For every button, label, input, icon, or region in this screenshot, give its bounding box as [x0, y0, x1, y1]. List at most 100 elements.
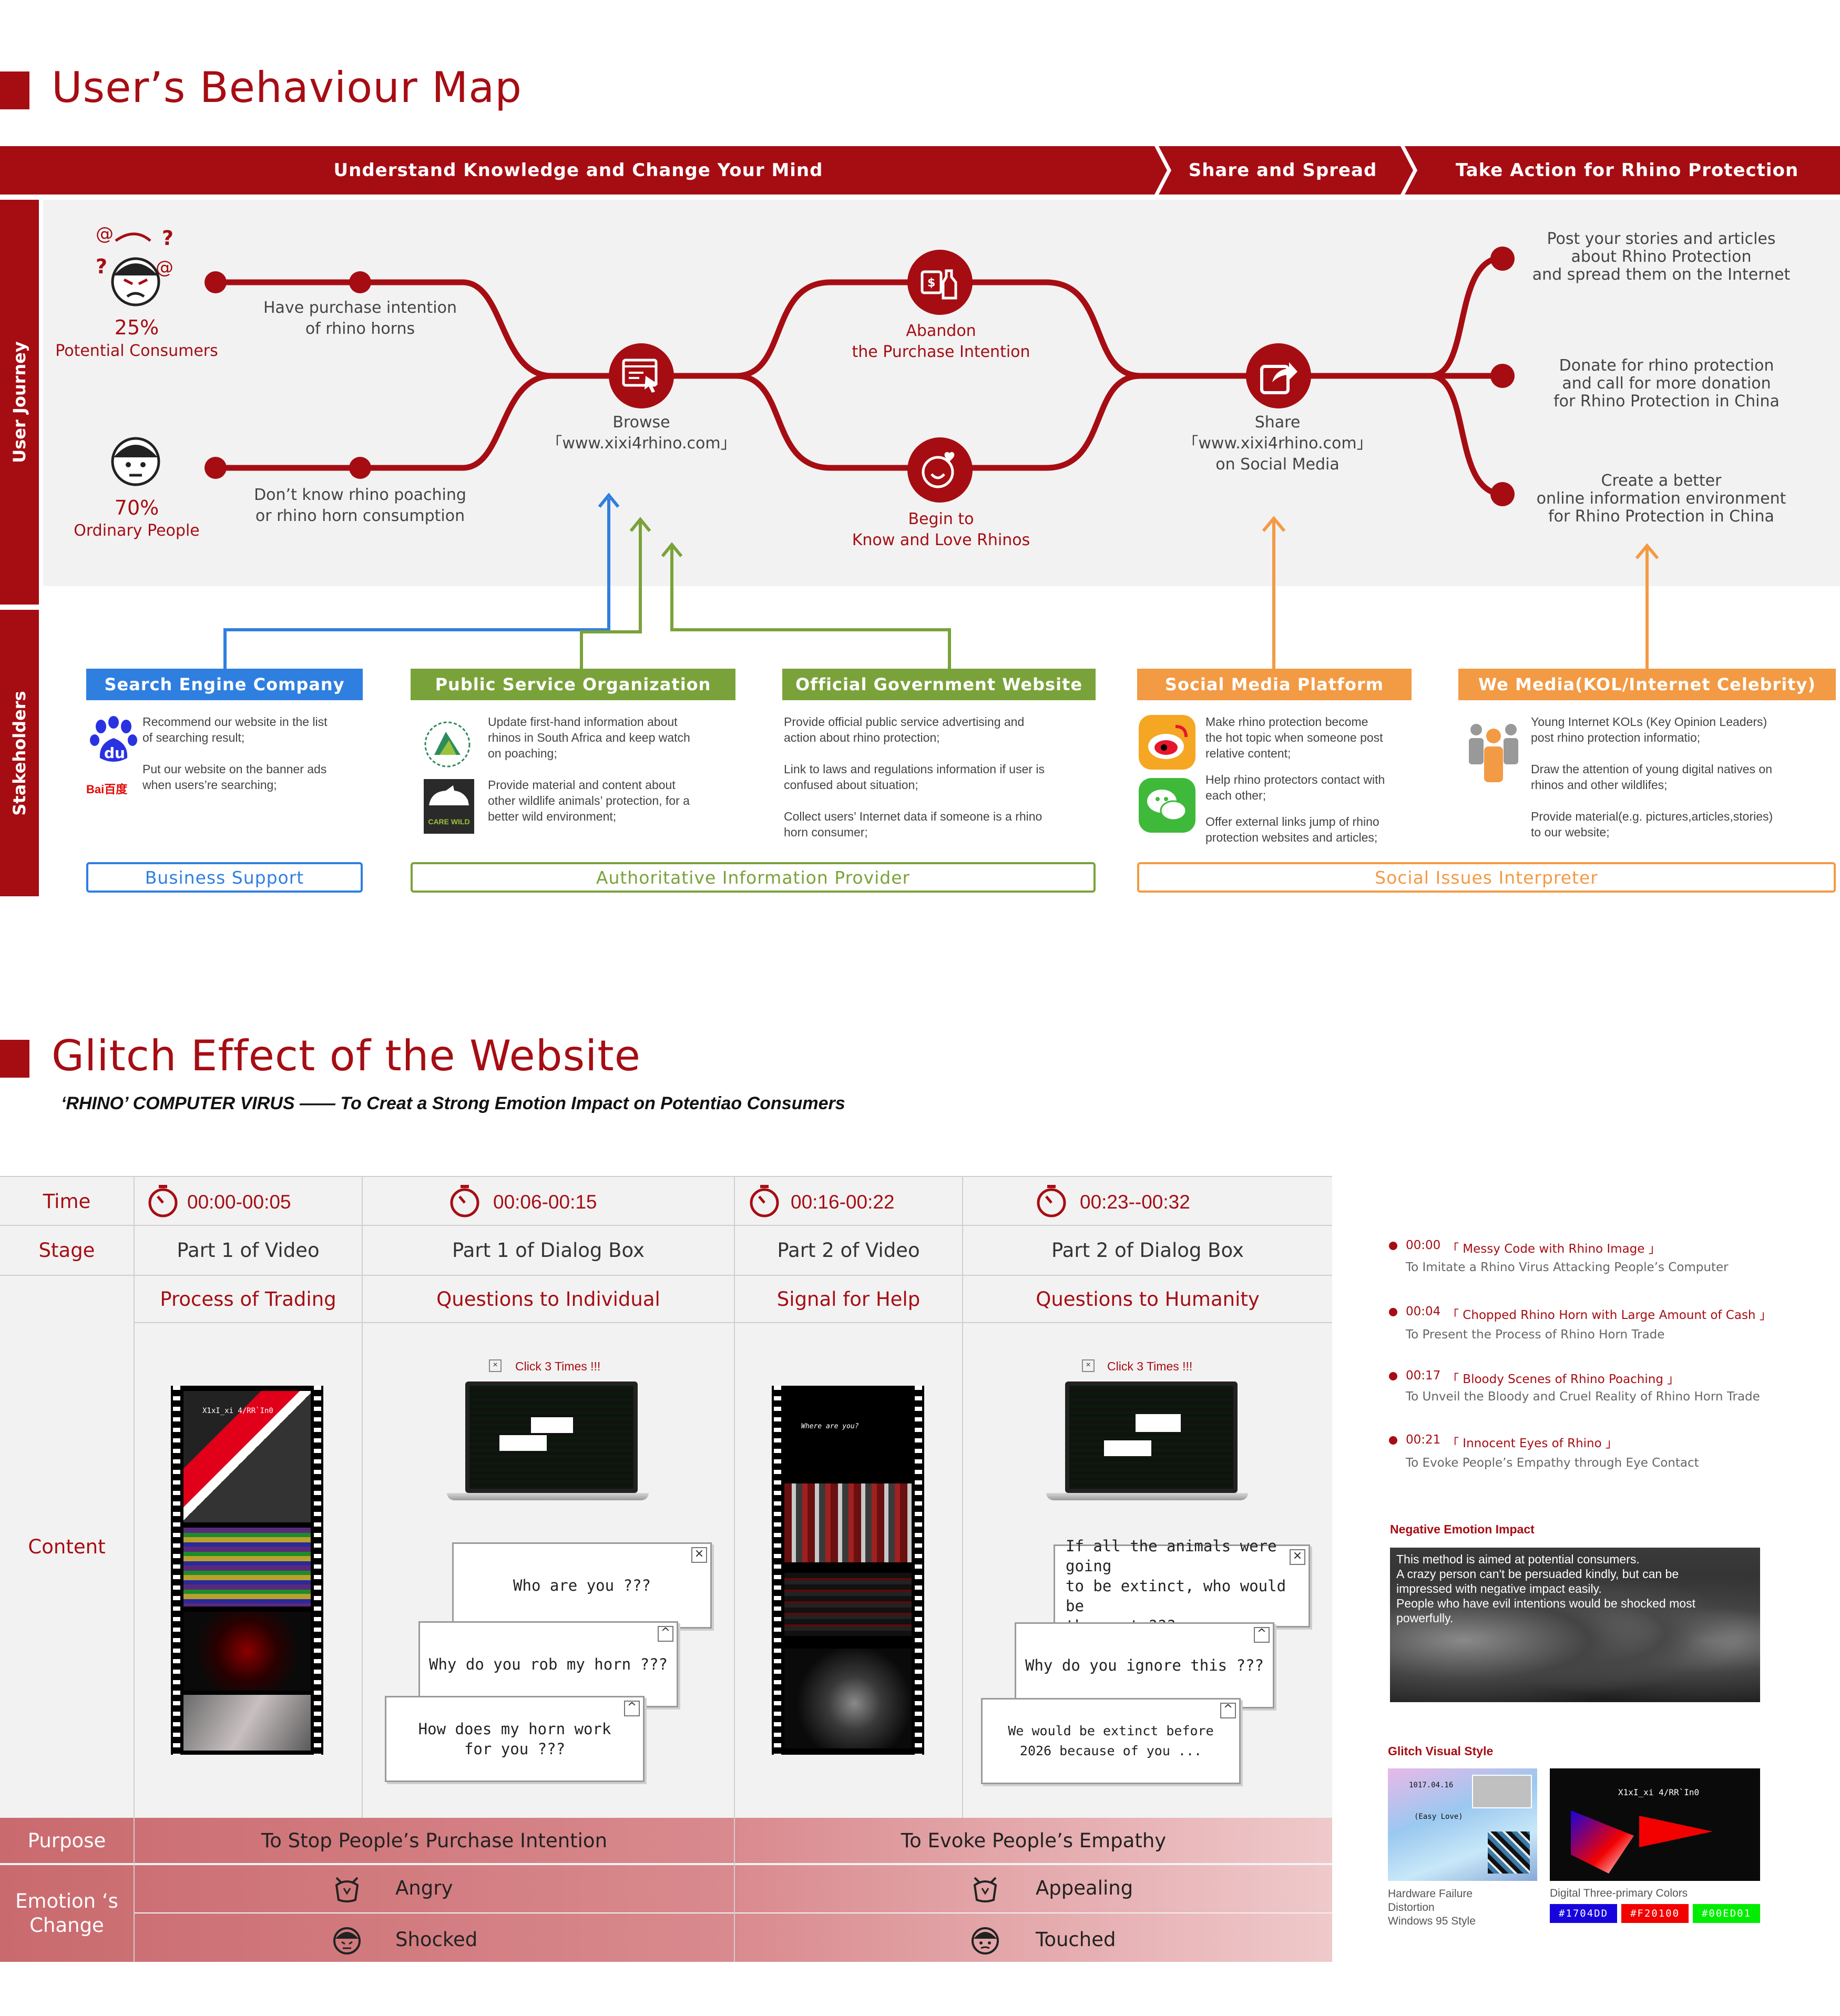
chevron-up-icon[interactable]: ^: [1254, 1627, 1270, 1643]
role-social-interpreter: Social Issues Interpreter: [1137, 862, 1836, 893]
close-icon[interactable]: ×: [691, 1547, 707, 1563]
peace-parks-logo-icon: [424, 721, 471, 767]
timeline-title: 「 Innocent Eyes of Rhino 」: [1447, 1437, 1618, 1450]
share-icon: [1260, 362, 1297, 394]
timeline-bullet: [1389, 1308, 1397, 1316]
timer-icon: [450, 1185, 479, 1217]
row-label-time: Time: [43, 1190, 91, 1213]
laptop-base: [447, 1493, 649, 1500]
kol-people-icon: [1469, 724, 1518, 782]
begin-label: Begin to Know and Love Rhinos: [852, 510, 1030, 549]
svg-text:$: $: [927, 277, 935, 290]
stakeholder-text: Update first-hand information about rhin…: [488, 715, 690, 760]
path-dot: [205, 271, 227, 293]
close-icon[interactable]: ×: [1290, 1549, 1305, 1565]
chevron-up-icon[interactable]: ^: [1220, 1703, 1236, 1718]
group-label: Ordinary People: [74, 521, 200, 540]
mini-dialog: [1104, 1440, 1151, 1456]
swatch-red: #F20100: [1621, 1904, 1689, 1923]
timeline-title: 「 Bloody Scenes of Rhino Poaching 」: [1447, 1373, 1680, 1386]
role-business-support: Business Support: [86, 862, 363, 893]
chevron-up-icon[interactable]: ^: [624, 1701, 640, 1716]
dialog-who-are-you: Who are you ??? ×: [452, 1542, 712, 1629]
stage-cell: Part 2 of Video: [777, 1239, 920, 1262]
laptop-base: [1046, 1493, 1248, 1500]
timer-icon: [1037, 1185, 1066, 1217]
side-label-journey: User Journey: [0, 200, 39, 605]
mini-dialog: [499, 1435, 547, 1451]
win95-date: 1017.04.16: [1409, 1781, 1454, 1789]
wechat-icon: [1139, 778, 1195, 833]
row-label-stage: Stage: [38, 1239, 95, 1262]
film-holes: [314, 1386, 321, 1755]
phase-understand: Understand Knowledge and Change Your Min…: [333, 160, 823, 181]
step-dont-know: Don’t know rhino poaching or rhino horn …: [254, 486, 466, 525]
stakeholder-we-media: We Media(KOL/Internet Celebrity): [1458, 669, 1836, 700]
browser-click-icon: [622, 359, 658, 393]
touched-face-icon: [972, 1927, 999, 1954]
grid-line: [0, 1275, 1332, 1276]
laptop-screen: [1065, 1381, 1238, 1493]
purpose-cell: To Stop People’s Purchase Intention: [261, 1829, 608, 1852]
content-cell: Questions to Humanity: [1036, 1287, 1260, 1311]
step-purchase-intention: Have purchase intention of rhino horns: [263, 299, 457, 338]
path-dot: [349, 271, 371, 293]
love-face-icon: [922, 452, 955, 488]
timeline-sub: To Present the Process of Rhino Horn Tra…: [1406, 1328, 1665, 1342]
browse-node: [609, 343, 674, 408]
action-dot: [1490, 364, 1515, 388]
chevron-up-icon[interactable]: ^: [658, 1626, 673, 1642]
shocked-face-icon: [333, 1927, 361, 1954]
swatch-blue: #1704DD: [1550, 1904, 1617, 1923]
stakeholder-text: Link to laws and regulations information…: [784, 762, 1045, 792]
stakeholder-text: Provide material and content about other…: [488, 778, 690, 823]
dialog-extinct: We would be extinct before 2026 because …: [981, 1698, 1241, 1784]
svg-text:@: @: [96, 225, 114, 244]
share-node: [1246, 343, 1311, 408]
action-dot: [1490, 247, 1515, 271]
stakeholder-text: Provide material(e.g. pictures,articles,…: [1531, 810, 1773, 839]
mini-dialog: [1136, 1414, 1181, 1432]
poaching-collage-frame: [784, 1483, 912, 1562]
stakeholder-text: Young Internet KOLs (Key Opinion Leaders…: [1531, 715, 1767, 744]
content-cell: Process of Trading: [160, 1287, 336, 1311]
dialog-text: Why do you rob my horn ???: [429, 1655, 668, 1673]
rgb-shape: [1571, 1810, 1634, 1874]
time-cell: 00:23--00:32: [1080, 1191, 1190, 1213]
timeline-bullet: [1389, 1372, 1397, 1380]
stakeholder-text: Help rhino protectors contact with each …: [1205, 773, 1385, 802]
timeline-bullet: [1389, 1436, 1397, 1445]
glitch-frame: [183, 1391, 311, 1522]
section-marker: [0, 1040, 29, 1078]
dialog-text: How does my horn work for you ???: [418, 1720, 611, 1758]
film-holes: [173, 1386, 180, 1755]
group-percent: 25%: [114, 316, 159, 339]
phase-bar: [0, 146, 1840, 195]
phase-share: Share and Spread: [1188, 160, 1377, 181]
content-cell: Questions to Individual: [436, 1287, 660, 1311]
glitch-subtitle: ‘RHINO’ COMPUTER VIRUS —— To Creat a Str…: [61, 1093, 845, 1113]
win95-window: [1488, 1831, 1530, 1874]
weibo-icon: [1139, 715, 1195, 770]
emotion-appealing: Appealing: [1036, 1877, 1133, 1899]
baidu-logo-text: Bai百度: [86, 783, 128, 796]
rgb-shape: [1639, 1816, 1713, 1847]
path-dot: [205, 457, 227, 479]
stage-cell: Part 2 of Dialog Box: [1051, 1239, 1244, 1262]
glitch-title: Glitch Effect of the Website: [52, 1031, 641, 1080]
svg-text:?: ?: [162, 227, 173, 250]
side-label-stakeholders: Stakeholders: [0, 610, 39, 896]
rhino-silhouette-icon: [429, 785, 469, 805]
row-label-emotion: Emotion ‘s Change: [15, 1890, 118, 1937]
stakeholder-text: Recommend our website in the list of sea…: [142, 715, 328, 744]
money-bottle-icon: $: [921, 269, 957, 300]
timeline-time: 00:00: [1406, 1239, 1441, 1252]
film-holes: [774, 1386, 781, 1755]
stakeholder-text: Draw the attention of young digital nati…: [1531, 762, 1773, 792]
click-hint: Click 3 Times !!!: [515, 1359, 601, 1373]
timeline-bullet: [1389, 1242, 1397, 1250]
grid-line: [0, 1225, 1332, 1226]
emotion-band: [0, 1865, 1332, 1962]
rgb-glitch-image: X1xI_xi 4/RR`In0: [1550, 1768, 1760, 1881]
click-hint: Click 3 Times !!!: [1107, 1359, 1193, 1373]
